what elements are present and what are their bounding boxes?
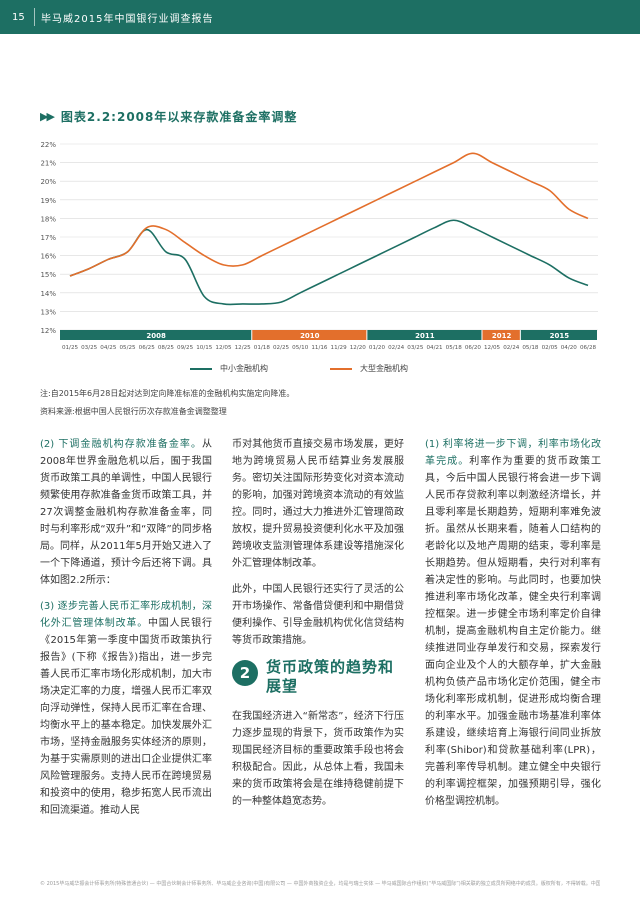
x-tick-label: 11/16: [311, 345, 328, 351]
year-band-label: 2011: [415, 332, 435, 340]
x-tick-label: 09/25: [177, 345, 194, 351]
x-tick-label: 04/25: [100, 345, 117, 351]
x-tick-label: 08/25: [158, 345, 175, 351]
paragraph: (3) 逐步完善人民币汇率形成机制，深化外汇管理体制改革。中国人民银行《2015…: [40, 598, 212, 819]
x-tick-label: 01/20: [369, 345, 386, 351]
x-tick-label: 12/25: [235, 345, 252, 351]
x-tick-label: 12/20: [350, 345, 367, 351]
y-tick-label: 16%: [40, 253, 56, 261]
section-title: 货币政策的趋势和展望: [266, 658, 395, 695]
y-tick-label: 18%: [40, 215, 56, 223]
series-line-large-institutions: [69, 152, 589, 277]
paragraph: 在我国经济进入“新常态”，经济下行压力逐步显现的背景下，货币政策作为实现国民经济…: [232, 711, 404, 807]
x-tick-label: 03/25: [407, 345, 424, 351]
x-tick-label: 04/20: [561, 345, 578, 351]
paragraph: 币对其他货币直接交易市场发展，更好地为跨境贸易人民币结算业务发展服务。密切关注国…: [232, 439, 404, 569]
x-tick-label: 05/10: [292, 345, 309, 351]
x-tick-label: 05/18: [522, 345, 539, 351]
y-tick-label: 15%: [40, 271, 56, 279]
x-tick-label: 04/21: [426, 345, 443, 351]
figure-title: ▶▶ 图表2.2:2008年以来存款准备金率调整: [40, 108, 297, 125]
x-tick-label: 10/15: [196, 345, 213, 351]
y-tick-label: 13%: [40, 308, 56, 316]
x-tick-label: 11/29: [331, 345, 348, 351]
y-tick-label: 17%: [40, 234, 56, 242]
year-band: [252, 330, 367, 340]
section-number: 2: [232, 660, 258, 686]
x-tick-label: 01/25: [62, 345, 79, 351]
paragraph-body: 中国人民银行《2015年第一季度中国货币政策执行报告》(下称《报告》)指出，进一…: [40, 618, 213, 816]
year-band-label: 2012: [492, 332, 512, 340]
y-tick-label: 19%: [40, 197, 56, 205]
paragraph-heading: (3) 逐步完善人民币汇率形成机制，深化外汇管理体制改革。: [40, 601, 212, 629]
year-band-label: 2010: [300, 332, 320, 340]
y-tick-label: 20%: [40, 178, 56, 186]
reserve-ratio-chart: 12% 13% 14% 15% 16% 17% 18% 19% 20% 21% 22% 2008 201…: [40, 141, 598, 351]
year-band: [520, 330, 597, 340]
paragraph: (1) 利率将进一步下调，利率市场化改革完成。利率作为重要的货币政策工具，今后中…: [425, 436, 601, 810]
paragraph: (2) 下调金融机构存款准备金率。从2008年世界金融危机以后，囿于我国货币政策…: [40, 436, 212, 589]
x-tick-label: 03/25: [81, 345, 98, 351]
x-tick-label: 06/28: [580, 345, 597, 351]
y-tick-label: 14%: [40, 290, 56, 298]
paragraph-heading: (2) 下调金融机构存款准备金率。: [40, 439, 202, 450]
y-tick-label: 21%: [40, 160, 56, 168]
year-band: [367, 330, 482, 340]
figure-title-text: 图表2.2:2008年以来存款准备金率调整: [60, 110, 298, 124]
x-tick-label: 12/05: [484, 345, 501, 351]
double-arrow-icon: ▶▶: [40, 110, 55, 123]
legend-small-institutions: 中小金融机构: [190, 363, 268, 374]
legend-swatch-orange: [330, 367, 352, 370]
figure-note: 注:自2015年6月28日起对达到定向降准标准的金融机构实施定向降准。: [40, 389, 295, 398]
y-tick-label: 12%: [40, 327, 56, 335]
column-right: (1) 利率将进一步下调，利率市场化改革完成。利率作为重要的货币政策工具，今后中…: [425, 436, 601, 819]
x-tick-label: 02/24: [388, 345, 405, 351]
x-tick-label: 02/25: [273, 345, 290, 351]
year-band: [482, 330, 520, 340]
header-bar: 15 毕马威2015年中国银行业调查报告: [0, 0, 640, 34]
x-tick-label: 12/05: [215, 345, 232, 351]
x-tick-label: 05/25: [119, 345, 136, 351]
year-band-label: 2015: [550, 332, 570, 340]
x-tick-label: 01/18: [254, 345, 271, 351]
legend-large-institutions: 大型金融机构: [330, 363, 408, 374]
column-middle: 币对其他货币直接交易市场发展，更好地为跨境贸易人民币结算业务发展服务。密切关注国…: [232, 436, 404, 819]
figure-source: 资料来源:根据中国人民银行历次存款准备金调整整理: [40, 407, 227, 416]
x-tick-label: 02/05: [542, 345, 559, 351]
paragraph: 此外，中国人民银行还实行了灵活的公开市场操作、常备借贷便利和中期借贷便利操作、引…: [232, 584, 404, 646]
paragraph-heading: (1) 利率将进一步下调，利率市场化改革完成。: [425, 439, 601, 467]
series-line-small-institutions: [69, 219, 589, 306]
y-tick-label: 22%: [40, 141, 56, 149]
x-tick-label: 02/24: [503, 345, 520, 351]
column-left: (2) 下调金融机构存款准备金率。从2008年世界金融危机以后，囿于我国货币政策…: [40, 436, 212, 828]
x-tick-label: 06/25: [139, 345, 156, 351]
legend-swatch-green: [190, 367, 212, 370]
report-title: 毕马威2015年中国银行业调查报告: [41, 13, 214, 25]
paragraph-body: 利率作为重要的货币政策工具，今后中国人民银行将会进一步下调人民币存贷款利率以刺激…: [425, 456, 602, 807]
legend-label: 中小金融机构: [220, 364, 268, 373]
footer-copyright: © 2015毕马威华振会计师事务所(特殊普通合伙) — 中国合伙制会计师事务所、…: [40, 881, 600, 887]
x-tick-label: 06/20: [465, 345, 482, 351]
x-tick-label: 05/18: [446, 345, 463, 351]
page-number: 15: [12, 11, 25, 23]
header-divider: [34, 8, 35, 26]
year-band: [60, 330, 252, 340]
section-heading: 2 货币政策的趋势和展望: [232, 658, 404, 696]
paragraph-body: 从2008年世界金融危机以后，囿于我国货币政策工具的单调性，中国人民银行频繁使用…: [40, 439, 212, 586]
legend-label: 大型金融机构: [360, 364, 408, 373]
year-band-label: 2008: [146, 332, 166, 340]
